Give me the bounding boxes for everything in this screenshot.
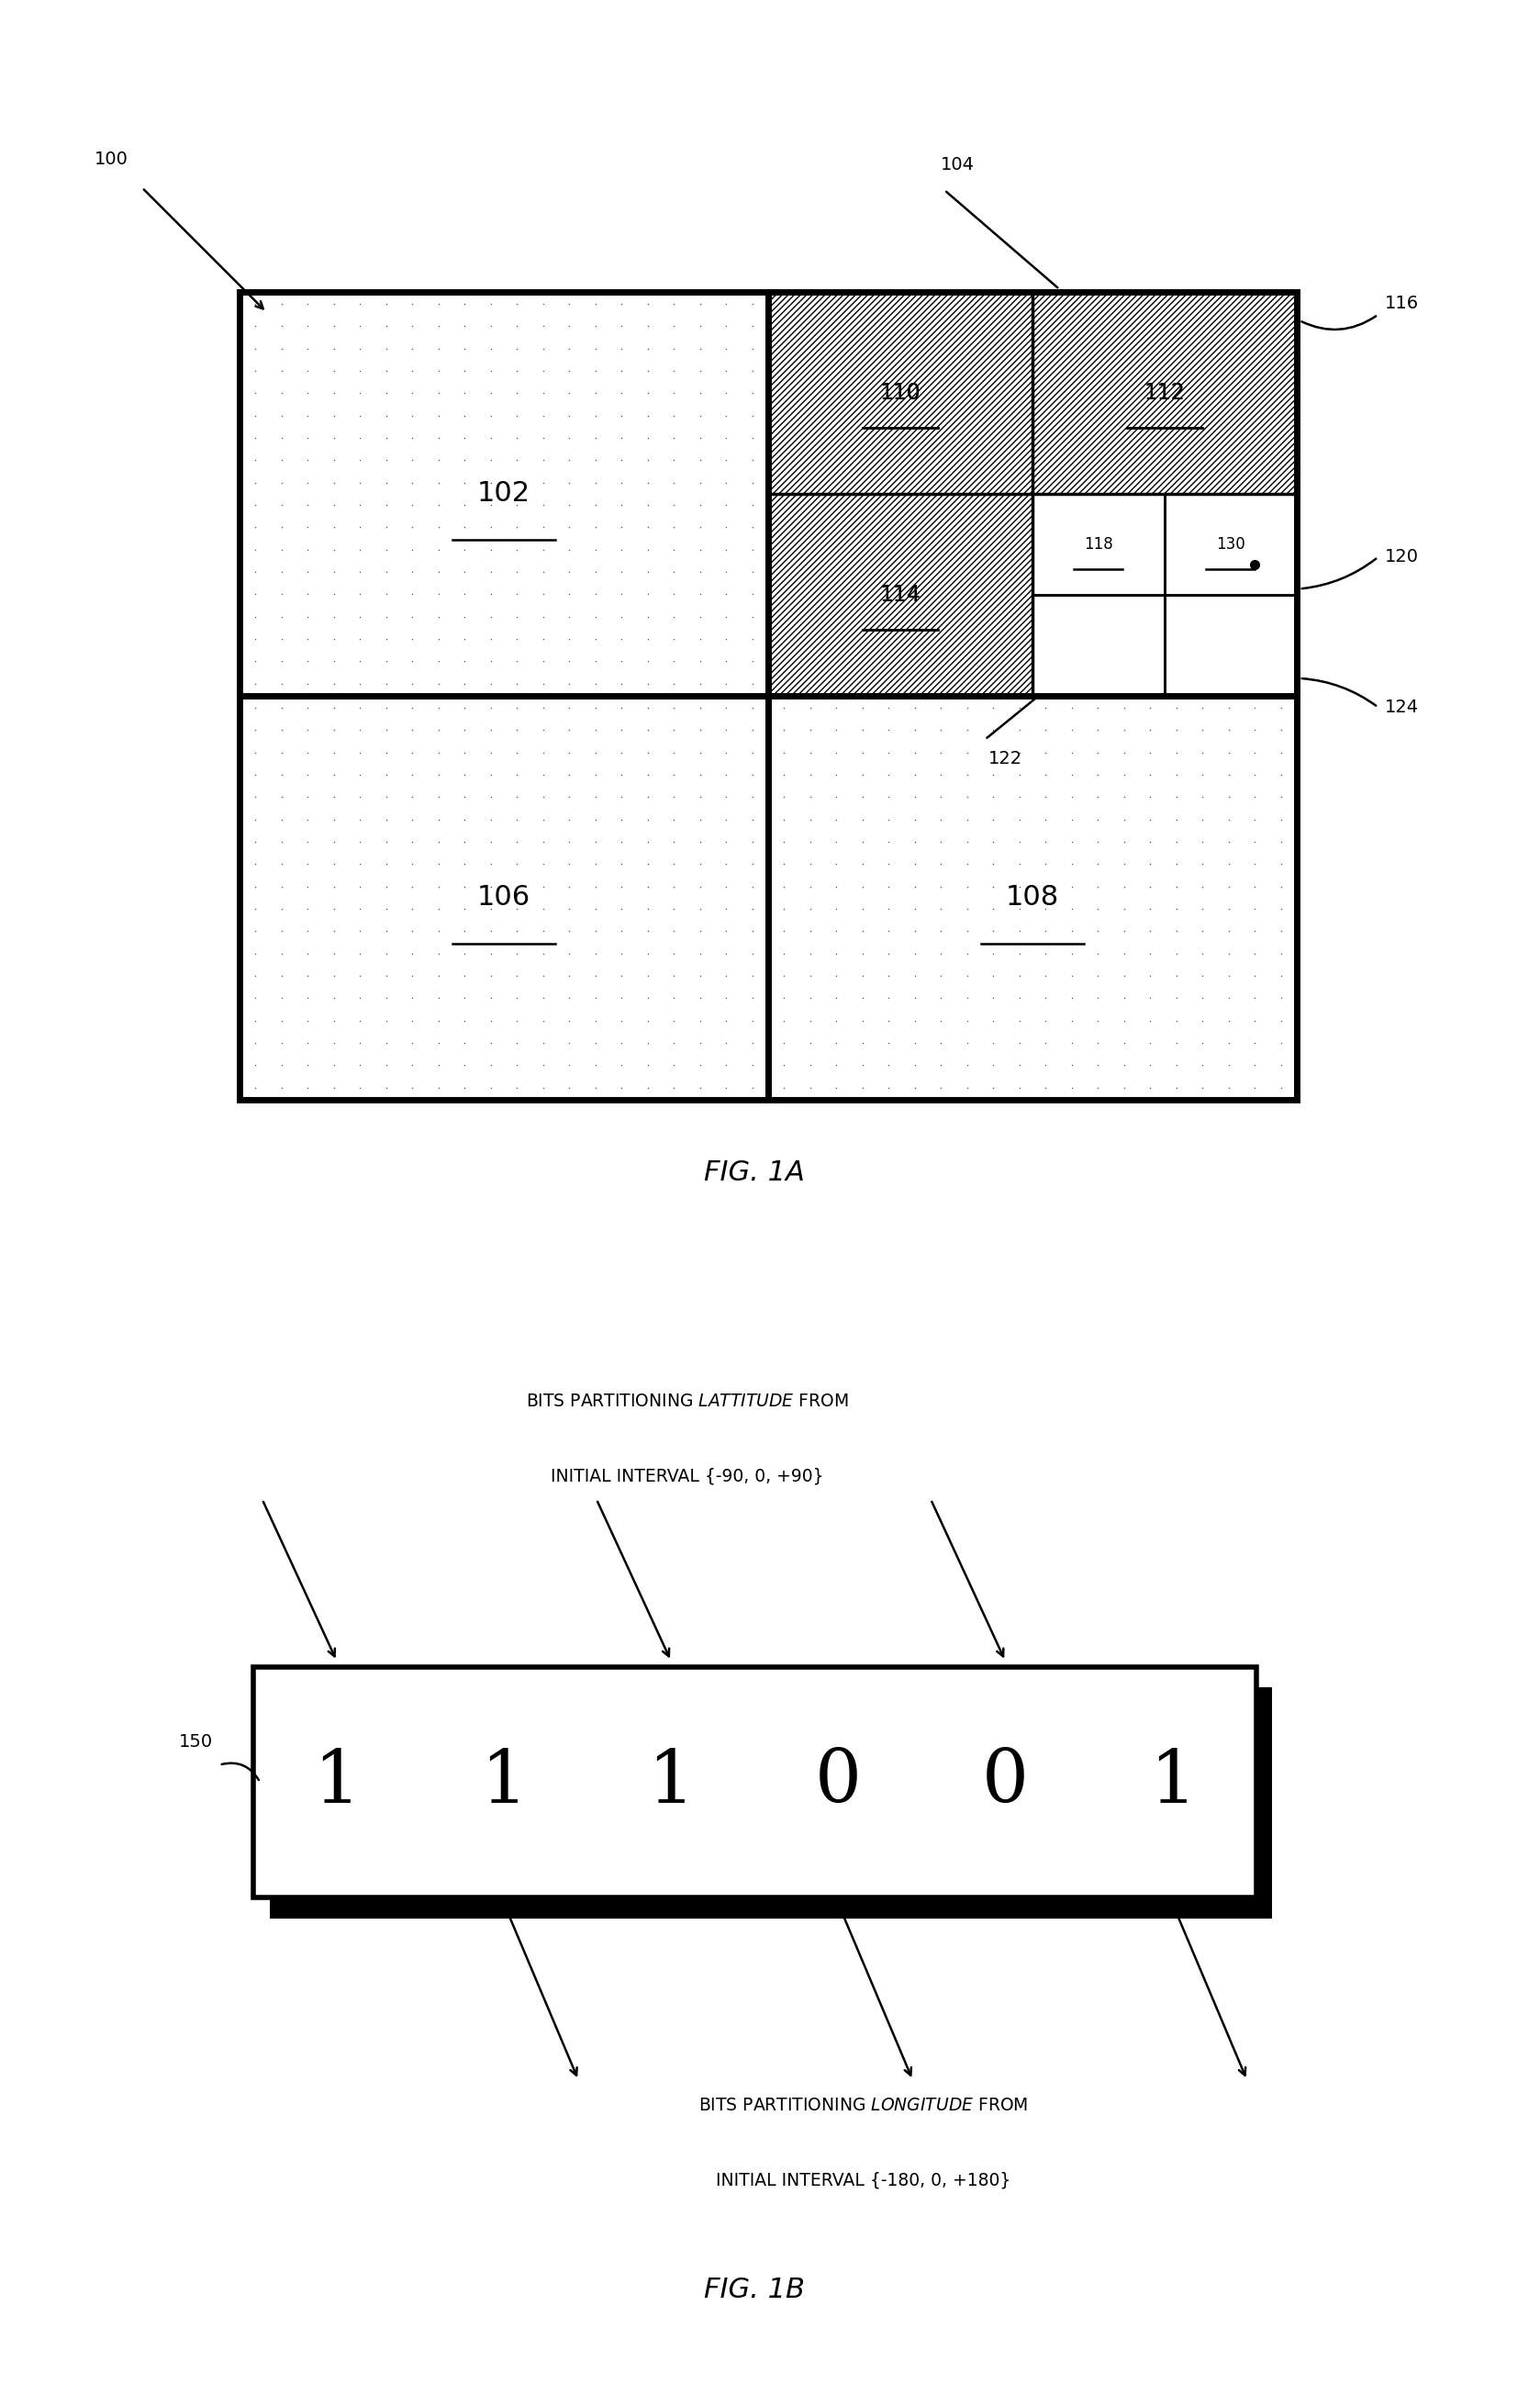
Text: INITIAL INTERVAL {-90, 0, +90}: INITIAL INTERVAL {-90, 0, +90} [550, 1469, 824, 1485]
Text: 112: 112 [1144, 381, 1186, 403]
Text: 118: 118 [1084, 536, 1113, 553]
Text: FIG. 1A: FIG. 1A [704, 1159, 805, 1187]
Bar [768, 291, 1297, 696]
Text: 0: 0 [815, 1747, 862, 1819]
Text: 114: 114 [879, 584, 921, 606]
Text: 150: 150 [179, 1733, 213, 1750]
Text: 124: 124 [1384, 699, 1418, 715]
Text: INITIAL INTERVAL {-180, 0, +180}: INITIAL INTERVAL {-180, 0, +180} [716, 2172, 1010, 2189]
Text: 0: 0 [983, 1747, 1029, 1819]
Text: 120: 120 [1384, 548, 1418, 565]
Text: FIG. 1B: FIG. 1B [704, 2277, 805, 2303]
Text: 112: 112 [1144, 381, 1186, 403]
Text: 110: 110 [879, 381, 921, 403]
Bar [1164, 493, 1297, 594]
Text: 1: 1 [647, 1747, 695, 1819]
Text: 100: 100 [94, 150, 128, 167]
Text: 1: 1 [313, 1747, 360, 1819]
Bar [1032, 594, 1164, 696]
Text: BITS PARTITIONING $\it{LONGITUDE}$ FROM: BITS PARTITIONING $\it{LONGITUDE}$ FROM [698, 2096, 1027, 2115]
Text: 1: 1 [1149, 1747, 1197, 1819]
Bar [1032, 493, 1164, 594]
Text: 114: 114 [879, 584, 921, 606]
Text: 104: 104 [941, 155, 975, 174]
Text: 1: 1 [480, 1747, 528, 1819]
Bar [240, 291, 1297, 1099]
Text: 110: 110 [879, 381, 921, 403]
Text: 122: 122 [989, 751, 1023, 768]
Bar [1032, 493, 1297, 696]
Text: 106: 106 [477, 884, 531, 911]
Text: BITS PARTITIONING $\it{LATTITUDE}$ FROM: BITS PARTITIONING $\it{LATTITUDE}$ FROM [525, 1392, 849, 1409]
Bar [253, 1666, 1257, 1898]
Bar [1164, 594, 1297, 696]
Text: 108: 108 [1006, 884, 1060, 911]
Bar [269, 1688, 1272, 1919]
Text: 130: 130 [1217, 536, 1246, 553]
Text: 102: 102 [477, 479, 531, 508]
Text: 116: 116 [1384, 293, 1418, 312]
